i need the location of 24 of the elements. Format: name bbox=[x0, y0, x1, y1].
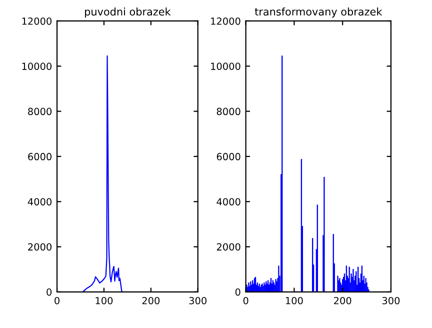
y-tick-label: 6000 bbox=[216, 152, 240, 160]
y-tick-label: 2000 bbox=[28, 243, 52, 251]
y-tick-label: 10000 bbox=[22, 62, 52, 70]
x-tick-label: 0 bbox=[243, 296, 248, 304]
y-tick-label: 0 bbox=[235, 288, 240, 296]
y-tick-label: 6000 bbox=[28, 152, 52, 160]
y-tick-label: 8000 bbox=[216, 108, 240, 116]
x-tick-label: 300 bbox=[382, 296, 400, 304]
y-tick-label: 12000 bbox=[211, 17, 240, 25]
chart-title: transformovany obrazek bbox=[254, 8, 382, 18]
x-tick-label: 0 bbox=[54, 296, 60, 304]
x-tick-label: 100 bbox=[96, 296, 113, 304]
x-tick-label: 200 bbox=[142, 296, 160, 304]
y-tick-label: 12000 bbox=[22, 17, 52, 25]
chart-title: puvodni obrazek bbox=[85, 8, 171, 18]
y-tick-label: 4000 bbox=[216, 198, 240, 206]
y-tick-label: 10000 bbox=[211, 62, 240, 70]
y-tick-label: 8000 bbox=[28, 108, 52, 116]
x-tick-label: 200 bbox=[334, 296, 352, 304]
y-tick-label: 4000 bbox=[28, 198, 52, 206]
x-tick-label: 100 bbox=[286, 296, 303, 304]
y-tick-label: 0 bbox=[46, 288, 52, 296]
x-tick-label: 300 bbox=[189, 296, 206, 304]
y-tick-label: 2000 bbox=[216, 243, 240, 251]
